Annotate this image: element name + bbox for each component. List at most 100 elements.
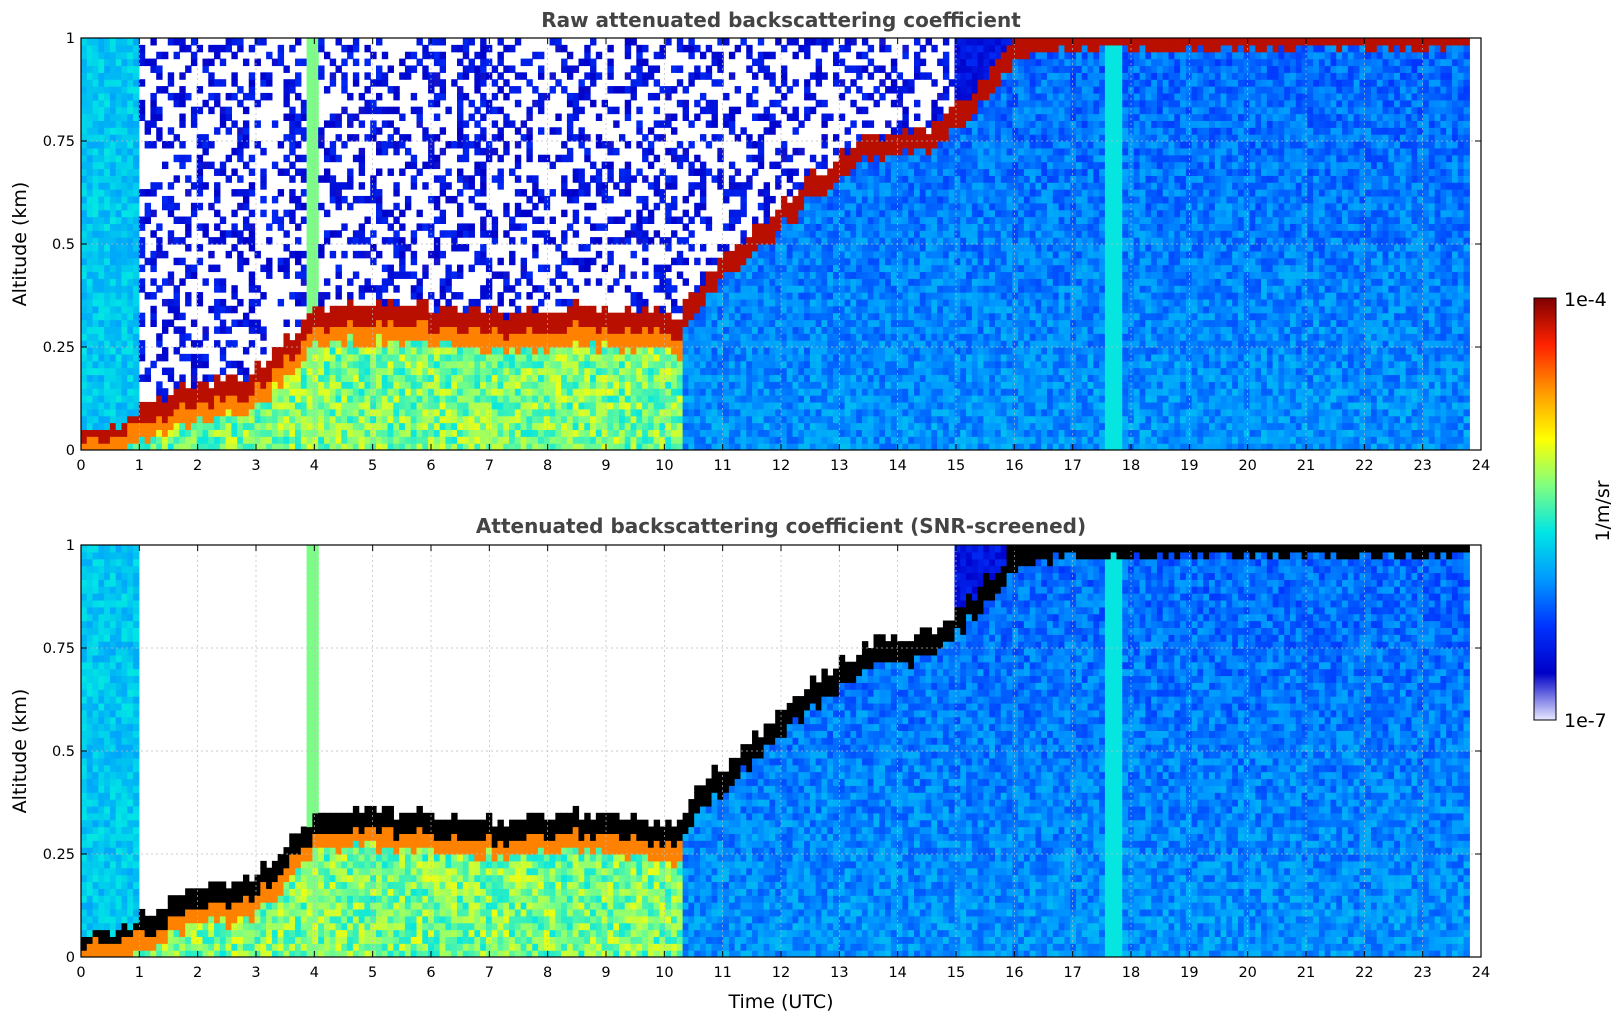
heatmap-cell (514, 326, 522, 334)
heatmap-cell (468, 374, 475, 382)
heatmap-cell (266, 72, 273, 80)
heatmap-cell (653, 443, 661, 450)
heatmap-cell (248, 408, 256, 417)
heatmap-cell (329, 58, 337, 67)
heatmap-cell (260, 333, 267, 341)
heatmap-cell (468, 182, 475, 190)
heatmap-cell (416, 333, 423, 341)
heatmap-cell (161, 401, 169, 410)
heatmap-cell (850, 326, 857, 334)
heatmap-cell (798, 244, 805, 252)
heatmap-cell (115, 395, 123, 403)
heatmap-cell (572, 360, 580, 369)
heatmap-cell (416, 374, 423, 382)
heatmap-cell (480, 388, 487, 396)
heatmap-cell (109, 58, 117, 67)
heatmap-cell (393, 395, 400, 403)
heatmap-cell (838, 340, 846, 348)
heatmap-cell (757, 340, 765, 348)
heatmap-cell (98, 347, 105, 355)
heatmap-cell (121, 38, 128, 46)
heatmap-cell (231, 51, 238, 60)
heatmap-cell (358, 285, 366, 293)
heatmap-cell (682, 401, 689, 410)
heatmap-cell (717, 408, 724, 417)
heatmap-cell (561, 209, 568, 218)
heatmap-cell (289, 189, 296, 197)
heatmap-cell (607, 257, 614, 266)
heatmap-cell (514, 367, 522, 376)
heatmap-cell (474, 312, 481, 321)
heatmap-cell (809, 230, 817, 238)
heatmap-cell (387, 312, 394, 321)
heatmap-cell (428, 312, 435, 321)
heatmap-cell (537, 312, 545, 321)
heatmap-cell (376, 216, 383, 224)
heatmap-cell (104, 223, 111, 231)
heatmap-cell (277, 429, 285, 437)
heatmap-cell (838, 278, 846, 286)
heatmap-cell (393, 415, 400, 424)
heatmap-cell (833, 422, 840, 430)
heatmap-cell (671, 305, 678, 314)
heatmap-cell (150, 92, 157, 101)
heatmap-cell (757, 154, 765, 163)
heatmap-cell (676, 395, 684, 403)
heatmap-cell (549, 429, 556, 437)
heatmap-cell (312, 408, 319, 417)
heatmap-cell (526, 147, 533, 156)
heatmap-cell (109, 154, 117, 163)
heatmap-cell (503, 319, 510, 327)
heatmap-cell (306, 99, 313, 108)
heatmap-cell (711, 257, 718, 266)
heatmap-cell (364, 395, 371, 403)
heatmap-cell (705, 422, 713, 430)
heatmap-cell (746, 395, 753, 403)
heatmap-cell (705, 120, 713, 128)
heatmap-cell (590, 353, 597, 362)
heatmap-cell (624, 395, 632, 403)
heatmap-cell (150, 312, 157, 321)
heatmap-cell (723, 415, 730, 424)
heatmap-cell (410, 381, 418, 389)
heatmap-cell (214, 340, 221, 348)
heatmap-cell (86, 44, 94, 53)
heatmap-cell (780, 360, 788, 369)
heatmap-cell (827, 422, 834, 430)
heatmap-cell (260, 38, 267, 46)
heatmap-cell (520, 257, 528, 266)
heatmap-cell (422, 395, 429, 403)
heatmap-cell (185, 292, 192, 300)
heatmap-cell (624, 401, 632, 410)
heatmap-cell (728, 113, 736, 121)
heatmap-cell (410, 340, 418, 348)
heatmap-cell (167, 415, 175, 424)
heatmap-cell (283, 244, 290, 252)
heatmap-cell (347, 120, 354, 128)
heatmap-cell (480, 360, 487, 369)
heatmap-cell (723, 120, 730, 128)
heatmap-cell (757, 401, 765, 410)
heatmap-cell (509, 422, 516, 430)
heatmap-cell (653, 312, 661, 321)
heatmap-cell (387, 367, 394, 376)
heatmap-cell (138, 106, 146, 115)
heatmap-cell (723, 223, 730, 231)
heatmap-cell (161, 367, 169, 376)
heatmap-cell (595, 237, 603, 245)
heatmap-cell (827, 353, 834, 362)
heatmap-cell (254, 58, 261, 67)
heatmap-cell (219, 79, 227, 87)
heatmap-cell (659, 312, 666, 321)
heatmap-cell (127, 367, 134, 376)
heatmap-cell (352, 326, 360, 334)
heatmap-cell (92, 58, 99, 67)
heatmap-cell (433, 436, 441, 444)
heatmap-cell (509, 223, 516, 231)
heatmap-cell (387, 278, 394, 286)
heatmap-cell (376, 168, 383, 176)
heatmap-cell (248, 415, 256, 424)
heatmap-cell (705, 395, 713, 403)
heatmap-cell (381, 333, 389, 341)
heatmap-cell (607, 395, 614, 403)
